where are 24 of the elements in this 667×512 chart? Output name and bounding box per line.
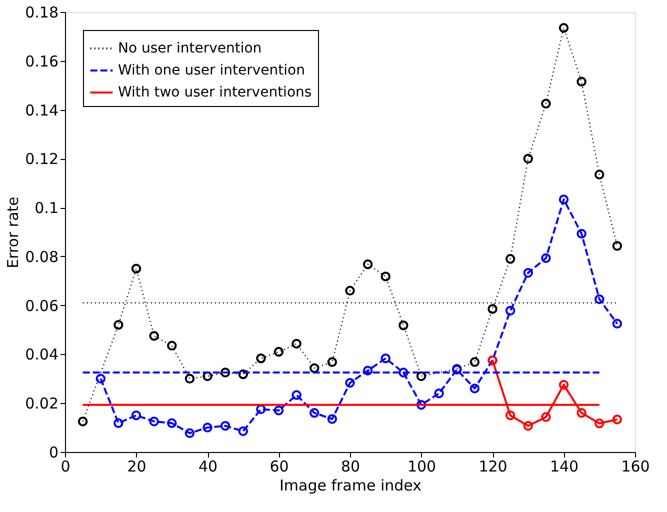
y-axis-title: Error rate <box>4 196 22 268</box>
x-tick-label: 160 <box>621 458 650 476</box>
x-tick-label: 20 <box>127 458 146 476</box>
y-tick-label: 0.1 <box>34 199 58 218</box>
y-tick-label: 0.08 <box>25 248 58 266</box>
y-tick-label: 0.04 <box>25 346 58 364</box>
y-tick-label: 0.18 <box>25 4 58 22</box>
x-tick-label: 100 <box>407 458 436 476</box>
x-tick-label: 80 <box>340 458 360 476</box>
y-tick-label: 0.06 <box>25 296 58 315</box>
y-tick-label: 0 <box>48 444 58 462</box>
x-tick-label: 120 <box>478 458 508 476</box>
y-tick-label: 0.12 <box>25 150 58 168</box>
x-tick-label: 140 <box>550 458 579 476</box>
x-axis-title: Image frame index <box>279 476 422 494</box>
y-tick-label: 0.14 <box>25 101 58 120</box>
legend-label: With two user interventions <box>118 84 312 100</box>
legend-label: With one user intervention <box>118 62 305 78</box>
y-tick-label: 0.16 <box>25 52 58 70</box>
x-tick-label: 60 <box>270 458 289 476</box>
y-tick-label: 0.02 <box>25 394 58 413</box>
x-tick-label: 0 <box>60 458 70 476</box>
x-tick-label: 40 <box>198 458 218 476</box>
legend-label: No user intervention <box>118 40 262 56</box>
